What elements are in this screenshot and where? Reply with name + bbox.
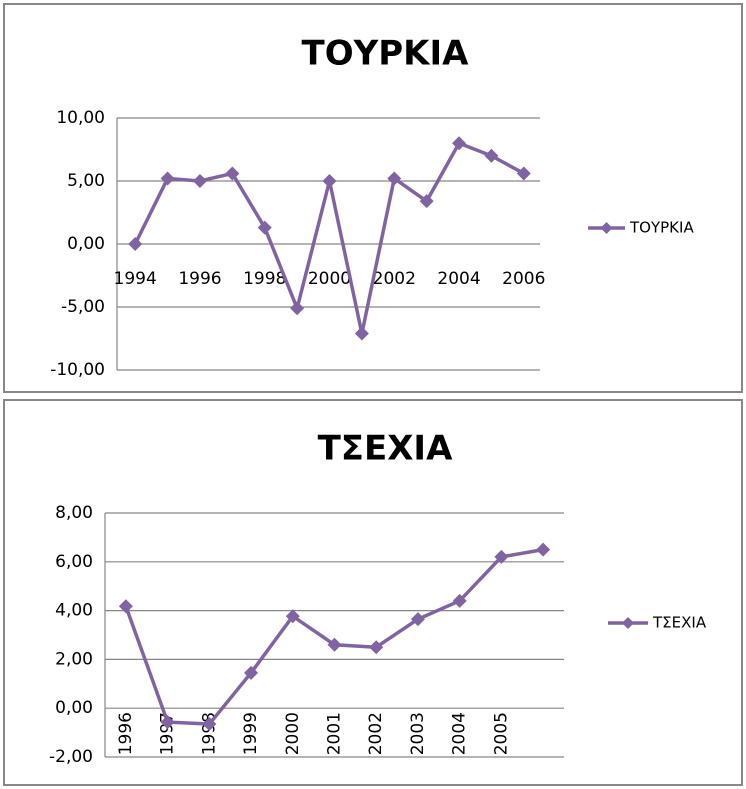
data-point	[202, 717, 217, 732]
x-tick-label: 2000	[283, 712, 303, 755]
x-tick-label: 1994	[114, 269, 157, 289]
data-point	[128, 237, 143, 251]
data-point	[452, 593, 467, 608]
x-tick-label: 2005	[491, 712, 511, 755]
data-point	[452, 136, 467, 151]
x-tick-label: 2004	[437, 269, 480, 289]
y-tick-label: 5,00	[67, 171, 105, 191]
data-point	[327, 637, 342, 652]
data-point	[225, 166, 240, 181]
data-point	[354, 326, 369, 341]
y-tick-label: 4,00	[55, 601, 93, 621]
data-point	[160, 171, 175, 186]
x-tick-label: 2004	[450, 712, 470, 755]
x-tick-label: 1996	[116, 712, 136, 755]
y-tick-label: 0,00	[67, 234, 105, 254]
chart-frame	[3, 399, 743, 786]
data-point	[536, 542, 551, 557]
data-point	[118, 599, 133, 614]
x-tick-label: 1998	[243, 269, 286, 289]
legend-label: ΤΣΕΧΙΑ	[652, 614, 707, 632]
data-point	[419, 194, 434, 209]
x-tick-label: 2002	[366, 712, 386, 755]
data-point	[484, 148, 499, 163]
data-point	[192, 174, 207, 188]
chart-frame	[3, 3, 743, 393]
data-point	[160, 715, 175, 730]
chart-title: ΤΟΥΡΚΙΑ	[302, 34, 470, 74]
y-tick-label: 10,00	[56, 108, 105, 128]
chart-title: ΤΣΕΧΙΑ	[318, 429, 454, 469]
y-tick-label: 8,00	[55, 503, 93, 523]
data-point	[244, 665, 259, 680]
data-point	[494, 549, 509, 564]
data-point	[257, 220, 272, 235]
data-point	[285, 609, 300, 624]
data-point	[369, 640, 384, 655]
data-point	[290, 301, 305, 316]
y-tick-label: -2,00	[49, 747, 93, 767]
y-tick-label: 0,00	[55, 698, 93, 718]
x-tick-label: 2002	[373, 269, 416, 289]
data-point	[410, 612, 425, 627]
x-tick-label: 2000	[308, 269, 351, 289]
legend-marker	[600, 222, 613, 234]
y-tick-label: -10,00	[50, 360, 105, 380]
y-tick-label: -5,00	[61, 297, 105, 317]
legend-marker	[622, 617, 634, 629]
x-tick-label: 2001	[325, 712, 345, 755]
x-tick-label: 2003	[408, 712, 428, 755]
data-point	[387, 171, 402, 186]
data-point	[516, 166, 531, 181]
x-tick-label: 1996	[178, 269, 221, 289]
x-tick-label: 2006	[502, 269, 545, 289]
data-point	[322, 174, 337, 188]
x-tick-label: 1999	[241, 712, 261, 755]
legend-label: ΤΟΥΡΚΙΑ	[629, 219, 694, 237]
y-tick-label: 2,00	[55, 649, 93, 669]
y-tick-label: 6,00	[55, 552, 93, 572]
